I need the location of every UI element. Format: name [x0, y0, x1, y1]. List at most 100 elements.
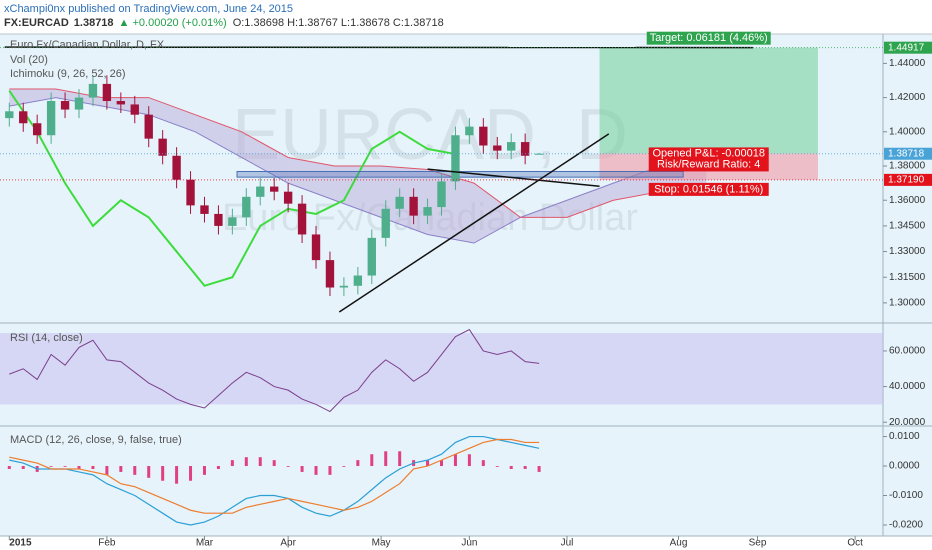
- y-tick-label: -0.0200: [889, 520, 923, 531]
- x-tick-label: Apr: [280, 538, 296, 549]
- candle-body: [409, 196, 418, 216]
- histogram-bar: [537, 466, 541, 472]
- histogram-bar: [49, 466, 53, 467]
- candle-body: [534, 153, 544, 155]
- histogram-bar: [258, 457, 262, 467]
- histogram-bar: [370, 454, 374, 467]
- cloud: [474, 183, 521, 244]
- pnl-label-bg: [648, 147, 769, 172]
- macd-line: [9, 435, 540, 526]
- x-tick-label: Mar: [196, 538, 214, 549]
- watermark: EURCAD, D: [232, 95, 628, 175]
- x-tick-label: 2015: [9, 538, 32, 549]
- candle-body: [74, 97, 84, 110]
- histogram-bar: [272, 460, 276, 467]
- histogram-bar: [119, 466, 123, 472]
- target-label: Target: 0.06181 (4.46%): [650, 32, 768, 44]
- histogram-bar: [105, 466, 109, 475]
- candle-body: [325, 260, 335, 288]
- candle-body: [311, 234, 321, 261]
- candle-body: [493, 145, 502, 151]
- histogram-bar: [453, 454, 457, 467]
- histogram-bar: [175, 466, 179, 484]
- histogram-bar: [481, 460, 485, 467]
- rsi-pane: [0, 328, 883, 413]
- candle-body: [381, 208, 390, 238]
- candle-body: [395, 196, 404, 209]
- y-tick-label: 60.0000: [889, 346, 926, 357]
- candle-body: [520, 142, 530, 156]
- histogram-bar: [509, 466, 513, 469]
- rsi-line: [9, 328, 540, 413]
- y-tick-label: 1.38000: [889, 161, 926, 172]
- y-tick-label: 1.30000: [889, 298, 926, 309]
- y-tick-label: 1.31500: [889, 272, 926, 283]
- candle-body: [32, 123, 42, 136]
- candle-body: [465, 126, 474, 136]
- histogram-bar: [230, 460, 234, 467]
- y-tick-label: 0.0100: [889, 431, 920, 442]
- header-bg: [0, 0, 932, 34]
- signal-line: [9, 438, 540, 514]
- histogram-bar: [300, 466, 304, 472]
- histogram-bar: [286, 466, 290, 467]
- cloud: [148, 97, 196, 132]
- candle-body: [270, 186, 279, 192]
- candle-body: [19, 111, 28, 124]
- candle-body: [451, 135, 460, 182]
- histogram-bar: [91, 466, 95, 469]
- histogram-bar: [21, 466, 25, 469]
- trendline: [338, 133, 610, 313]
- candle-body: [479, 126, 488, 146]
- candle-body: [283, 191, 293, 204]
- y-tick-label: 1.44000: [889, 58, 926, 69]
- x-tick-label: Jun: [461, 538, 477, 549]
- span-a: [9, 97, 707, 244]
- stop-label: Stop: 0.01546 (1.11%): [654, 183, 763, 195]
- candle-body: [116, 101, 126, 105]
- candle-body: [256, 186, 265, 197]
- x-tick-label: Jul: [561, 538, 574, 549]
- change: ▲ +0.00020 (+0.01%): [119, 17, 227, 29]
- price-tag: [884, 147, 932, 160]
- histogram-bar: [356, 460, 360, 467]
- y-tick-label: 1.36000: [889, 195, 926, 206]
- candle-body: [437, 181, 446, 208]
- price-tag: [884, 173, 932, 186]
- candle-body: [5, 111, 14, 119]
- macd-pane: [7, 435, 541, 526]
- candle-body: [144, 114, 153, 139]
- candle-body: [339, 285, 349, 288]
- candle-body: [158, 138, 167, 156]
- cloud: [9, 89, 56, 107]
- x-tick-label: Oct: [847, 538, 863, 549]
- stop-label-bg: [648, 182, 769, 196]
- candle-body: [507, 142, 516, 151]
- symbol: FX:EURCAD: [4, 17, 69, 29]
- histogram-bar: [314, 466, 318, 475]
- x-tick-label: Sep: [749, 538, 767, 549]
- histogram-bar: [189, 466, 193, 481]
- candle-body: [130, 104, 139, 115]
- candle-body: [186, 179, 195, 206]
- histogram-bar: [384, 451, 388, 467]
- y-tick-label: -0.0100: [889, 490, 923, 501]
- histogram-bar: [7, 466, 11, 469]
- ratio-label: Risk/Reward Ratio: 4: [657, 158, 760, 170]
- histogram-bar: [77, 466, 81, 469]
- trendline: [427, 168, 600, 187]
- rsi-band: [0, 333, 883, 405]
- histogram-bar: [342, 466, 346, 467]
- y-tick-label: 1.33000: [889, 246, 926, 257]
- x-tick-label: May: [372, 538, 391, 549]
- price-tag-label: 1.44917: [888, 42, 925, 53]
- histogram-bar: [398, 451, 402, 467]
- candle-body: [423, 207, 432, 216]
- candle-body: [60, 101, 70, 110]
- histogram-bar: [426, 460, 430, 467]
- watermark: Euro Fx/Canadian Dollar: [222, 197, 638, 239]
- histogram-bar: [440, 460, 443, 467]
- histogram-bar: [161, 466, 165, 481]
- y-tick-label: 1.42000: [889, 92, 926, 103]
